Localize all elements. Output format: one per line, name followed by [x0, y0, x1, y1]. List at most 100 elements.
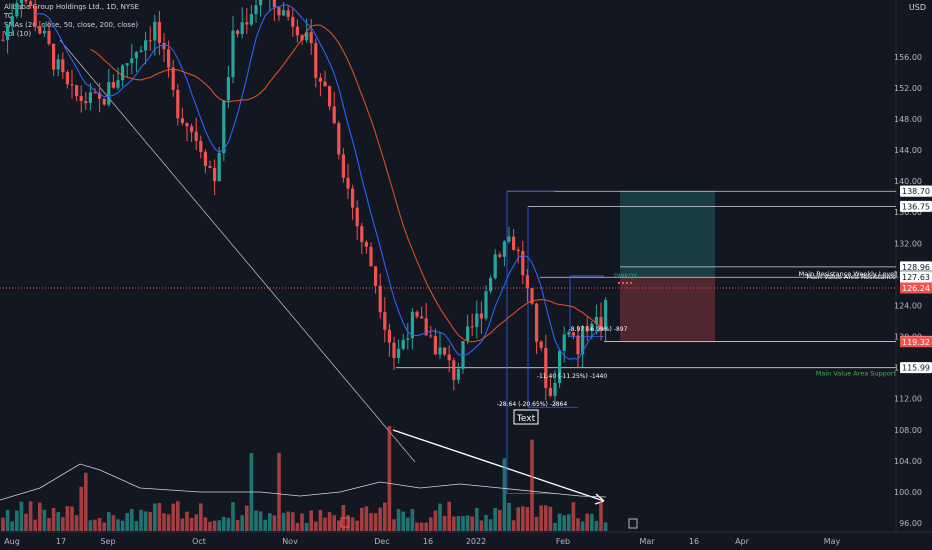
- y-tick-label: 148.00: [894, 115, 922, 124]
- candle-body: [213, 167, 217, 182]
- volume-bar: [511, 520, 516, 531]
- volume-bar: [350, 517, 355, 531]
- candle-body: [153, 21, 157, 41]
- level-label: Main Value Area Support: [816, 370, 897, 378]
- x-tick-label: Aug: [4, 537, 20, 546]
- candle-body: [130, 58, 134, 64]
- volume-bar: [153, 503, 157, 531]
- y-tick-label: 124.00: [894, 301, 922, 310]
- candle-body: [286, 10, 290, 17]
- volume-bar: [557, 513, 562, 531]
- marker-dot: [617, 281, 621, 285]
- candles: [1, 0, 608, 407]
- volume-bar: [88, 520, 93, 531]
- ticker-marker-label: DWKQY: [614, 273, 637, 280]
- candle-body: [61, 59, 65, 73]
- volume-bar: [258, 511, 263, 531]
- volume-bar: [452, 516, 456, 531]
- volume-bar: [599, 501, 603, 531]
- price-tag: [900, 185, 932, 197]
- candle-body: [107, 82, 111, 105]
- price-tag: [900, 362, 932, 374]
- volume-bar: [355, 520, 359, 531]
- candle-body: [47, 31, 51, 44]
- volume-bar: [157, 502, 162, 531]
- volume-bar: [498, 510, 502, 531]
- measure-bracket: [506, 190, 555, 494]
- candle-body: [162, 42, 166, 50]
- indicator-smas[interactable]: SMAs (20, close, 50, close, 200, close): [4, 21, 139, 29]
- volume-bar: [102, 522, 106, 531]
- candle-body: [383, 312, 387, 330]
- volume-bar: [272, 515, 277, 531]
- volume-bar: [134, 521, 139, 531]
- candle-body: [75, 85, 79, 97]
- candle-body: [19, 0, 23, 3]
- volume-bar: [530, 439, 534, 531]
- candle-body: [291, 16, 295, 27]
- volume-bar: [475, 507, 479, 531]
- volume-bar: [143, 511, 148, 531]
- candle-body: [295, 26, 299, 36]
- candle-body: [6, 25, 10, 40]
- volume-bar: [484, 515, 488, 531]
- candle-body: [249, 14, 253, 25]
- indicator-tc[interactable]: TC: [4, 12, 13, 20]
- candle-body: [424, 318, 428, 336]
- candle-body: [447, 354, 451, 361]
- candle-body: [33, 5, 37, 27]
- y-tick-label: 108.00: [894, 426, 922, 435]
- price-tag: [900, 200, 932, 212]
- price-tag: [900, 271, 932, 283]
- candle-body: [259, 0, 263, 6]
- sma-20-line: [35, 4, 606, 360]
- sma-50-line: [90, 24, 606, 343]
- candle-body: [489, 278, 493, 292]
- volume-bar: [148, 512, 152, 531]
- volume-bar: [240, 515, 244, 531]
- volume-bar: [166, 514, 171, 531]
- candle-body: [180, 118, 184, 123]
- candle-body: [98, 92, 102, 99]
- volume-bar: [139, 509, 143, 531]
- candle-body: [171, 67, 175, 90]
- price-tag: [900, 261, 932, 273]
- volume-bar: [84, 472, 88, 531]
- volume-bar: [364, 506, 369, 531]
- candle-body: [410, 311, 414, 339]
- candle-body: [318, 77, 322, 82]
- volume-bar: [291, 512, 295, 531]
- volume-bar: [369, 513, 373, 531]
- candle-body: [167, 49, 171, 68]
- volume-bar: [392, 519, 396, 531]
- candle-body: [420, 316, 424, 319]
- candle-body: [88, 92, 92, 104]
- x-tick-label: Oct: [192, 537, 206, 546]
- candle-body: [272, 0, 276, 8]
- candle-body: [208, 165, 212, 168]
- volume-bar: [603, 522, 608, 531]
- volume-bar: [525, 507, 530, 531]
- volume-bar: [544, 505, 548, 531]
- volume-bar: [199, 503, 203, 531]
- x-tick-label: 2022: [466, 537, 486, 546]
- volume-bar: [79, 486, 83, 531]
- volume-bar: [1, 517, 5, 531]
- candle-body: [125, 63, 129, 66]
- y-tick-label: 100.00: [894, 488, 922, 497]
- candle-body: [594, 317, 598, 324]
- candle-body: [300, 35, 304, 41]
- candle-body: [502, 241, 506, 257]
- volume-bar: [28, 501, 33, 531]
- symbol-title[interactable]: Alibaba Group Holdings Ltd., 1D, NYSE: [4, 3, 139, 11]
- volume-bar: [97, 517, 102, 531]
- candle-body: [387, 329, 391, 343]
- candle-body: [429, 335, 433, 337]
- indicator-volume[interactable]: Vol (10): [4, 30, 32, 38]
- candle-body: [328, 86, 332, 107]
- candle-body: [397, 348, 401, 358]
- volume-bar: [456, 516, 461, 531]
- volume-bar: [235, 520, 240, 531]
- candle-body: [148, 40, 152, 42]
